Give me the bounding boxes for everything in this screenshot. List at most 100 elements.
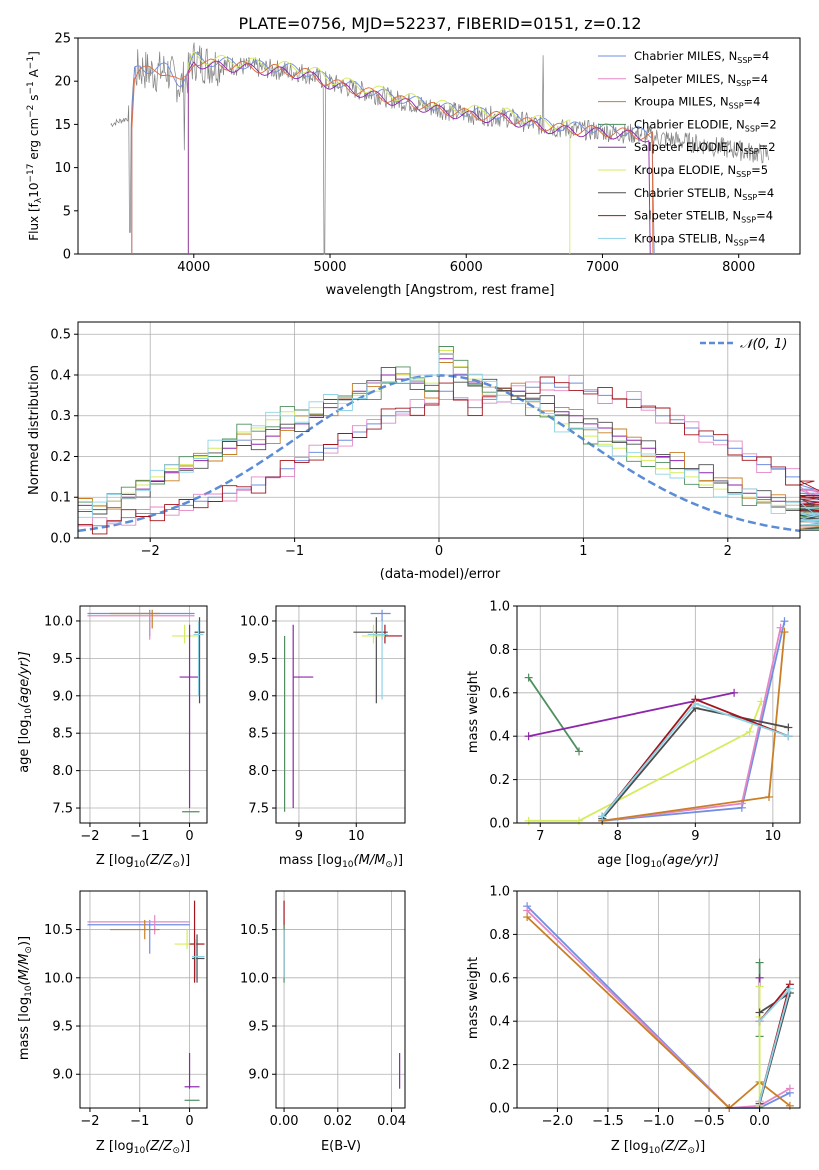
legend-label: Kroupa ELODIE, NSSP=5 — [634, 163, 768, 179]
spectrum-plot-area — [77, 37, 801, 255]
y-tick-label: 0.1 — [50, 491, 71, 506]
x-tick-label: 9 — [691, 829, 699, 844]
y-tick-label: 0.4 — [489, 1015, 510, 1030]
y-tick-label: 20 — [54, 75, 71, 90]
x-tick-label: 2 — [724, 544, 732, 559]
y-tick-label: 8.5 — [52, 727, 73, 742]
weight-age-x-label: age [log10(age/yr)] — [597, 853, 719, 870]
weight-z-y-ticks: 0.0 0.2 0.4 0.6 0.8 1.0 — [489, 885, 517, 1117]
y-tick-label: 0.0 — [489, 1102, 510, 1117]
x-tick-label: 0.04 — [377, 1114, 406, 1129]
age-mass-marks — [284, 609, 403, 812]
weight-age-x-ticks: 7 8 9 10 — [536, 823, 781, 844]
y-tick-label: 0.2 — [50, 450, 71, 465]
x-tick-label: −1.5 — [592, 1114, 624, 1129]
mass-z-y-ticks: 9.0 9.5 10.0 10.5 — [44, 923, 80, 1083]
age-mass-plot-area — [275, 605, 406, 824]
mass-ebv-panel: 0.00 0.02 0.04 9.0 9.5 10.0 10.5 E(B-V) — [240, 890, 406, 1154]
y-tick-label: 10.0 — [240, 971, 269, 986]
x-tick-label: 4000 — [177, 260, 210, 275]
x-tick-label: 6000 — [450, 260, 483, 275]
y-tick-label: 25 — [54, 32, 71, 47]
y-tick-label: 9.5 — [248, 1020, 269, 1035]
x-tick-label: 0.02 — [323, 1114, 352, 1129]
normal-legend-label: 𝒩(0, 1) — [740, 337, 787, 352]
age-z-grid — [80, 606, 207, 823]
x-tick-label: 0.0 — [749, 1114, 770, 1129]
weight-line — [758, 987, 791, 1102]
residual-lines — [77, 346, 819, 535]
residual-x-ticks: −2 −1 0 1 2 — [141, 538, 732, 559]
y-tick-label: 0.0 — [489, 817, 510, 832]
mass-z-grid — [80, 891, 207, 1108]
model-spectrum-line — [187, 60, 651, 255]
y-tick-label: 9.5 — [248, 652, 269, 667]
y-tick-label: 7.5 — [52, 802, 73, 817]
weight-line — [526, 916, 791, 1110]
residual-y-ticks: 0.0 0.1 0.2 0.3 0.4 0.5 — [50, 328, 78, 547]
legend-label: Kroupa MILES, NSSP=4 — [634, 95, 760, 111]
x-tick-label: 9 — [295, 829, 303, 844]
x-tick-label: −1 — [285, 544, 304, 559]
histogram-step-line — [78, 353, 819, 532]
y-tick-label: 0 — [63, 248, 71, 263]
spectrum-title: PLATE=0756, MJD=52237, FIBERID=0151, z=0… — [238, 14, 641, 33]
y-tick-label: 0.4 — [50, 368, 71, 383]
residual-y-label: Normed distribution — [27, 365, 42, 495]
histogram-step-line — [78, 353, 819, 531]
weight-z-panel: −2.0 −1.5 −1.0 −0.5 0.0 0.0 0.2 0.4 0.6 0.8 1.0 Z… — [466, 885, 801, 1156]
x-tick-label: 8000 — [722, 260, 755, 275]
age-mass-grid — [276, 606, 405, 823]
y-tick-label: 0.6 — [489, 971, 510, 986]
weight-line — [527, 677, 580, 752]
histogram-step-line — [78, 374, 819, 527]
mass-ebv-grid — [276, 891, 405, 1108]
legend-label: Salpeter STELIB, NSSP=4 — [634, 209, 773, 225]
x-tick-label: 1 — [579, 544, 587, 559]
age-z-panel: −2 −1 0 7.5 8.0 8.5 9.0 9.5 10.0 Z [log10(Z/Z⊙)… — [17, 605, 208, 870]
mass-z-x-ticks: −2 −1 0 — [80, 1108, 194, 1129]
y-tick-label: 0.3 — [50, 409, 71, 424]
legend-label: Salpeter MILES, NSSP=4 — [634, 72, 768, 88]
legend-label: Chabrier ELODIE, NSSP=2 — [634, 117, 777, 133]
y-tick-label: 8.0 — [248, 764, 269, 779]
y-tick-label: 0.4 — [489, 730, 510, 745]
age-mass-x-ticks: 9 10 — [295, 823, 365, 844]
weight-age-y-label: mass weight — [466, 671, 481, 753]
spectrum-panel: PLATE=0756, MJD=52237, FIBERID=0151, z=0… — [26, 14, 801, 298]
age-mass-x-label: mass [log10(M/M⊙)] — [279, 853, 403, 870]
observed-spectrum-line — [110, 42, 770, 255]
y-tick-label: 0.8 — [489, 928, 510, 943]
age-z-marks — [87, 609, 205, 813]
y-tick-label: 0.6 — [489, 686, 510, 701]
histogram-step-line — [78, 382, 819, 527]
x-tick-label: −2 — [80, 1114, 99, 1129]
x-tick-label: 8 — [614, 829, 622, 844]
y-tick-label: 10.5 — [240, 923, 269, 938]
y-tick-label: 0.8 — [489, 643, 510, 658]
residual-legend: 𝒩(0, 1) — [700, 337, 787, 352]
y-tick-label: 0.2 — [489, 1058, 510, 1073]
weight-z-y-label: mass weight — [466, 957, 481, 1039]
legend-label: Salpeter ELODIE, NSSP=2 — [634, 140, 776, 156]
x-tick-label: −2 — [80, 829, 99, 844]
legend-label: Kroupa STELIB, NSSP=4 — [634, 231, 765, 247]
y-tick-label: 8.0 — [52, 764, 73, 779]
weight-z-x-label: Z [log10(Z/Z⊙)] — [611, 1139, 705, 1156]
x-tick-label: 5000 — [313, 260, 346, 275]
y-tick-label: 9.0 — [248, 689, 269, 704]
x-tick-label: 0 — [185, 829, 193, 844]
y-tick-label: 1.0 — [489, 885, 510, 900]
x-tick-label: 0 — [435, 544, 443, 559]
weight-line — [526, 909, 791, 1109]
spectrum-legend: Chabrier MILES, NSSP=4 Salpeter MILES, NS… — [598, 49, 777, 247]
y-tick-label: 10 — [54, 161, 71, 176]
weight-age-marks — [524, 617, 793, 825]
weight-line — [602, 631, 786, 822]
mass-z-marks — [87, 900, 205, 1101]
histogram-step-line — [78, 362, 819, 529]
x-tick-label: 0 — [185, 1114, 193, 1129]
spectrum-y-ticks: 0 5 10 15 20 25 — [54, 32, 78, 263]
x-tick-label: 7000 — [586, 260, 619, 275]
y-tick-label: 9.5 — [52, 652, 73, 667]
